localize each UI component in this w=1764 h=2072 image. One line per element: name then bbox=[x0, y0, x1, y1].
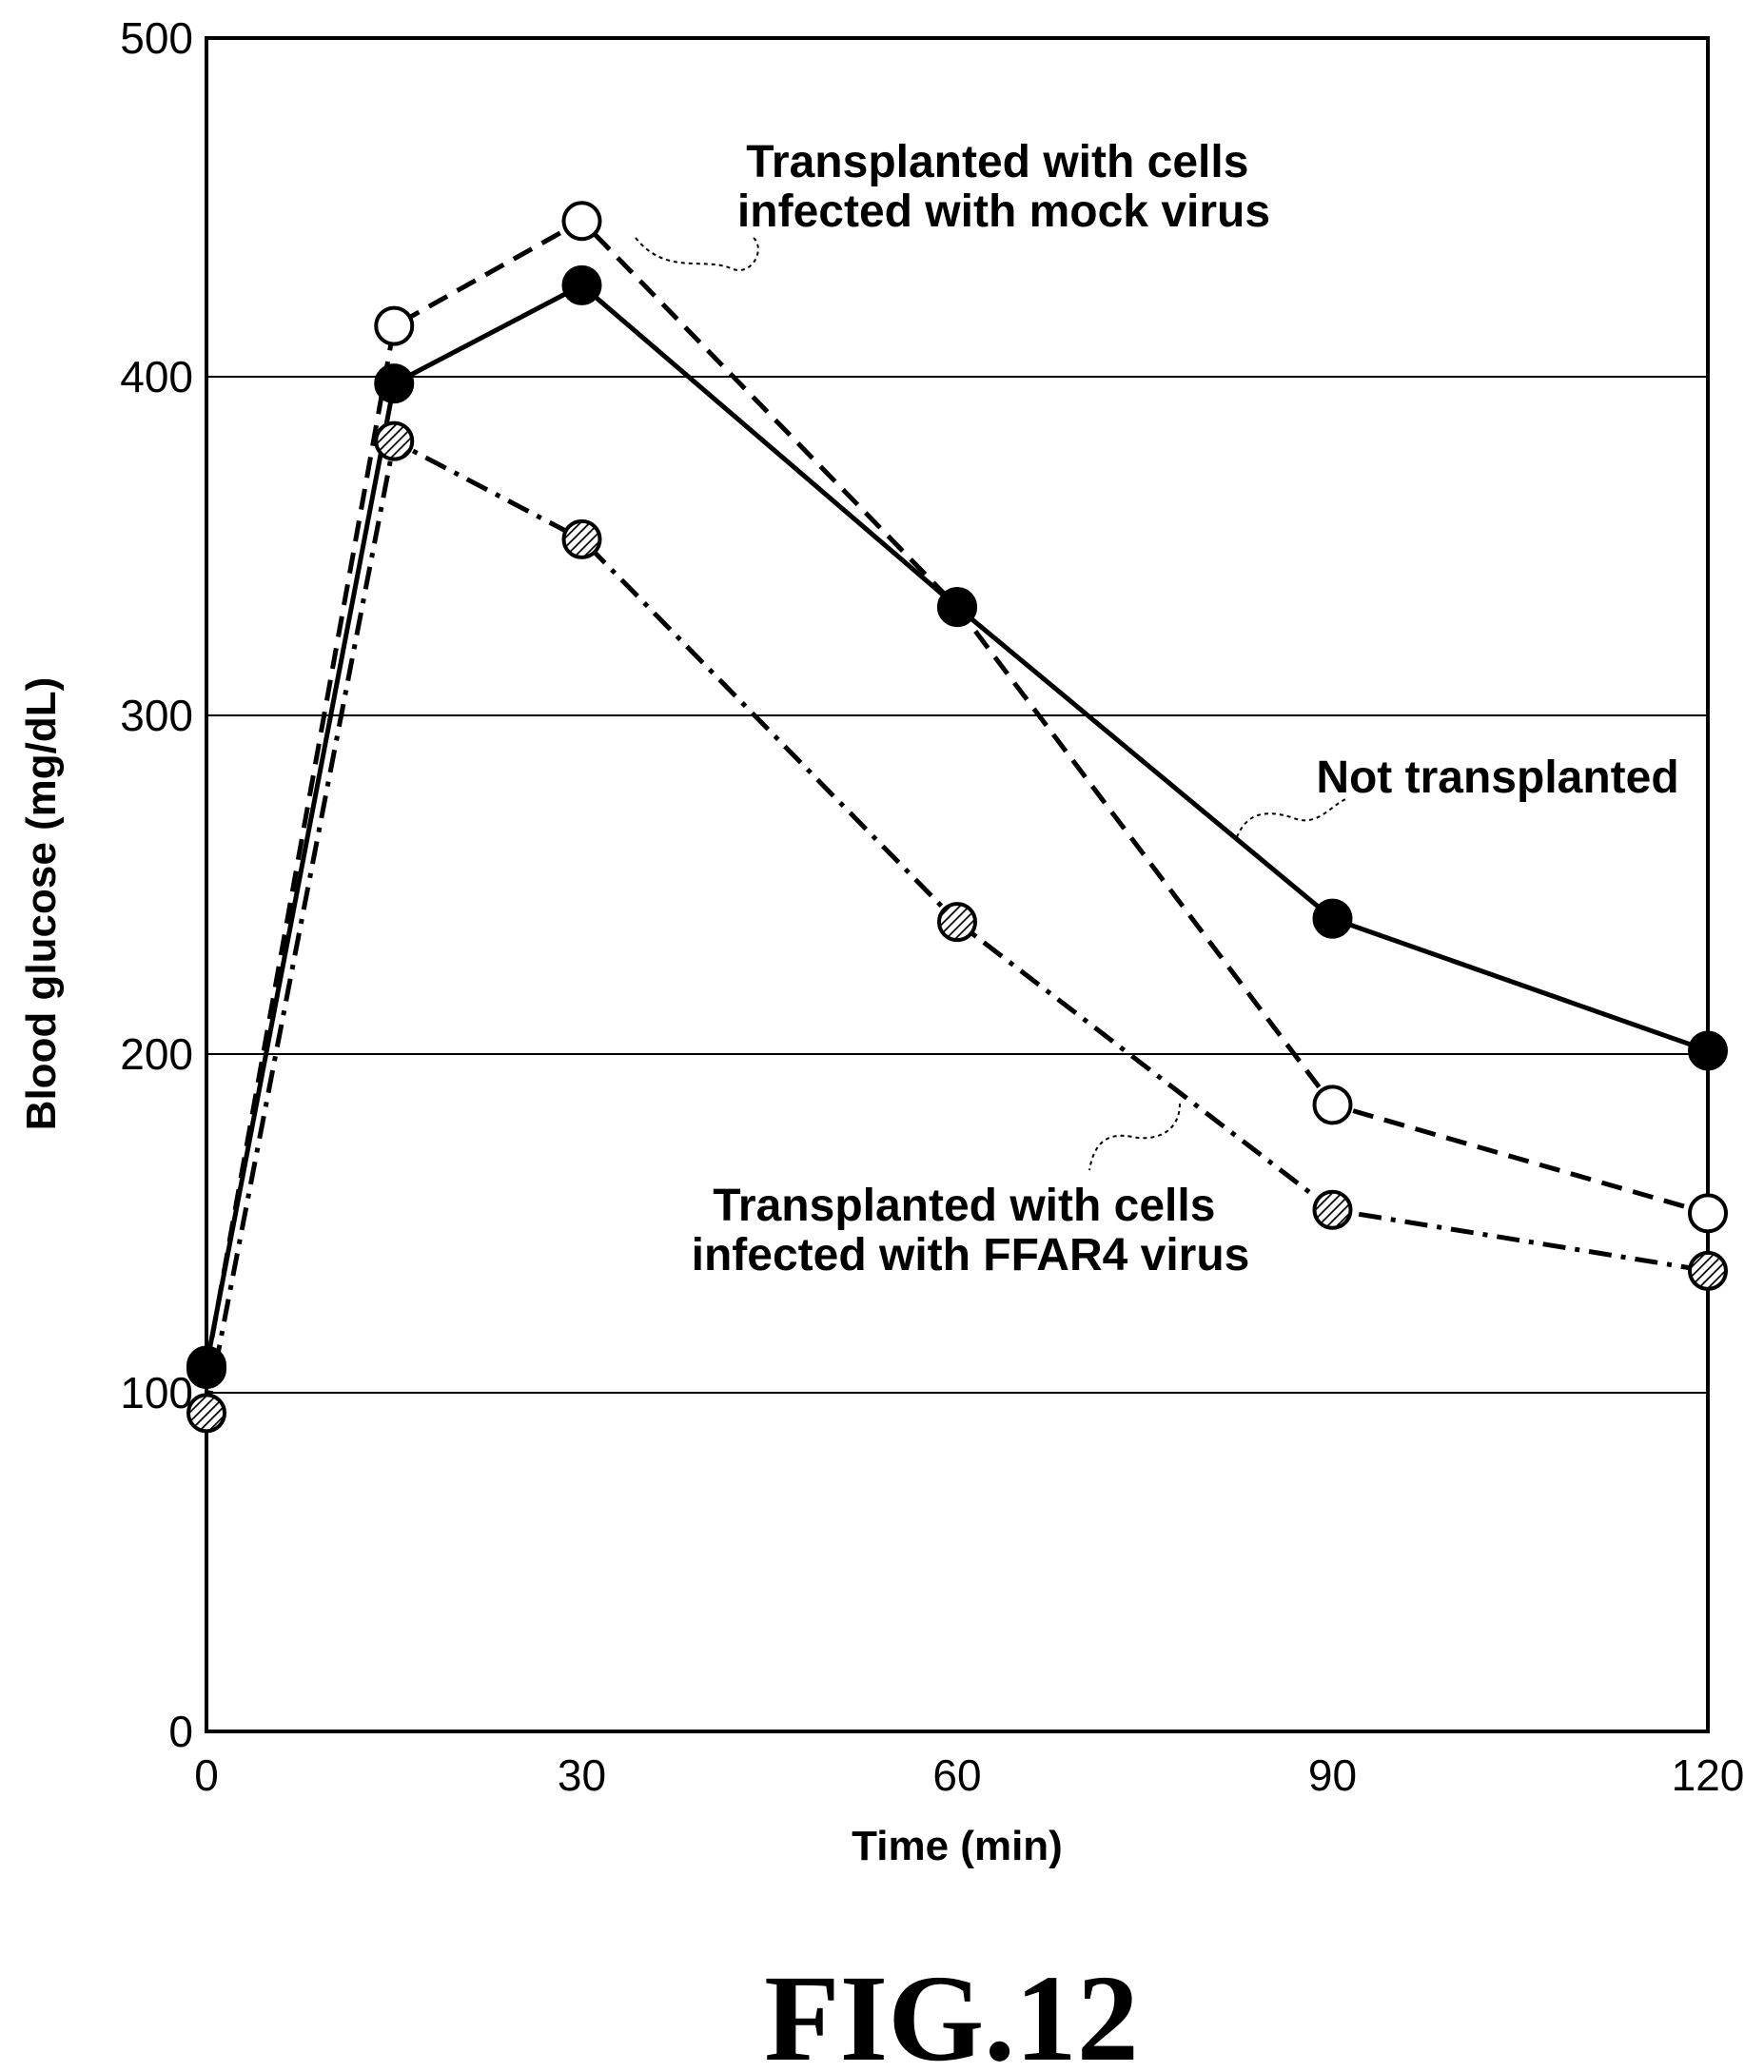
marker-series-0-point-4 bbox=[1312, 898, 1353, 939]
x-tick-label-90: 90 bbox=[1308, 1750, 1357, 1800]
marker-series-2-point-5 bbox=[1688, 1250, 1728, 1291]
axis-ticks: 0 100 200 300 400 500 0 30 60 90 120 bbox=[120, 13, 1744, 1800]
marker-series-0-point-1 bbox=[374, 363, 415, 404]
data-markers bbox=[186, 201, 1728, 1434]
annotation-mock-virus-line-2: infected with mock virus bbox=[737, 186, 1270, 237]
gridlines bbox=[206, 376, 1708, 1394]
x-tick-label-0: 0 bbox=[194, 1750, 219, 1800]
leader-mock-virus-curve bbox=[635, 237, 759, 271]
figure-caption: FIG.12 bbox=[764, 1950, 1139, 2072]
annotation-not-transplanted-line-1: Not transplanted bbox=[1316, 753, 1678, 803]
y-tick-label-0: 0 bbox=[168, 1707, 193, 1756]
x-tick-label-30: 30 bbox=[558, 1750, 606, 1800]
marker-series-1-point-4 bbox=[1312, 1085, 1353, 1125]
y-tick-label-100: 100 bbox=[120, 1368, 193, 1417]
annotation-leaders bbox=[635, 237, 1347, 1171]
marker-series-1-point-5 bbox=[1688, 1193, 1728, 1234]
marker-series-0-point-3 bbox=[937, 587, 977, 628]
annotation-ffar4-virus: Transplanted with cells infected with FF… bbox=[692, 1181, 1250, 1280]
annotation-mock-virus-line-1: Transplanted with cells bbox=[746, 137, 1248, 187]
y-tick-label-200: 200 bbox=[120, 1029, 193, 1079]
marker-series-1-point-1 bbox=[374, 305, 415, 346]
marker-series-2-point-1 bbox=[374, 420, 415, 461]
marker-series-1-point-2 bbox=[561, 201, 602, 242]
marker-series-2-point-2 bbox=[561, 518, 602, 559]
series-lines bbox=[204, 218, 1709, 1414]
marker-series-0-point-0 bbox=[186, 1345, 226, 1386]
marker-series-2-point-3 bbox=[937, 902, 977, 943]
series-line-1 bbox=[204, 218, 1709, 1370]
x-tick-label-60: 60 bbox=[932, 1750, 981, 1800]
marker-series-0-point-5 bbox=[1688, 1030, 1728, 1071]
marker-series-2-point-4 bbox=[1312, 1189, 1353, 1230]
leader-ffar4-virus bbox=[1088, 1103, 1181, 1171]
marker-series-2-point-0 bbox=[186, 1393, 226, 1434]
y-tick-label-500: 500 bbox=[120, 13, 193, 63]
y-tick-label-300: 300 bbox=[120, 691, 193, 740]
marker-series-0-point-2 bbox=[561, 264, 602, 305]
annotation-not-transplanted: Not transplanted bbox=[1316, 753, 1678, 803]
y-tick-label-400: 400 bbox=[120, 352, 193, 401]
y-axis-title: Blood glucose (mg/dL) bbox=[18, 677, 65, 1131]
plot-frame bbox=[205, 36, 1710, 1733]
x-axis-title: Time (min) bbox=[852, 1823, 1063, 1869]
series-line-0 bbox=[204, 283, 1709, 1366]
annotation-ffar4-virus-line-2: infected with FFAR4 virus bbox=[692, 1230, 1250, 1280]
annotation-mock-virus: Transplanted with cells infected with mo… bbox=[737, 137, 1270, 237]
leader-not-transplanted bbox=[1236, 798, 1347, 838]
x-tick-label-120: 120 bbox=[1672, 1750, 1745, 1800]
annotation-ffar4-virus-line-1: Transplanted with cells bbox=[713, 1181, 1215, 1231]
series-line-2 bbox=[204, 439, 1709, 1414]
